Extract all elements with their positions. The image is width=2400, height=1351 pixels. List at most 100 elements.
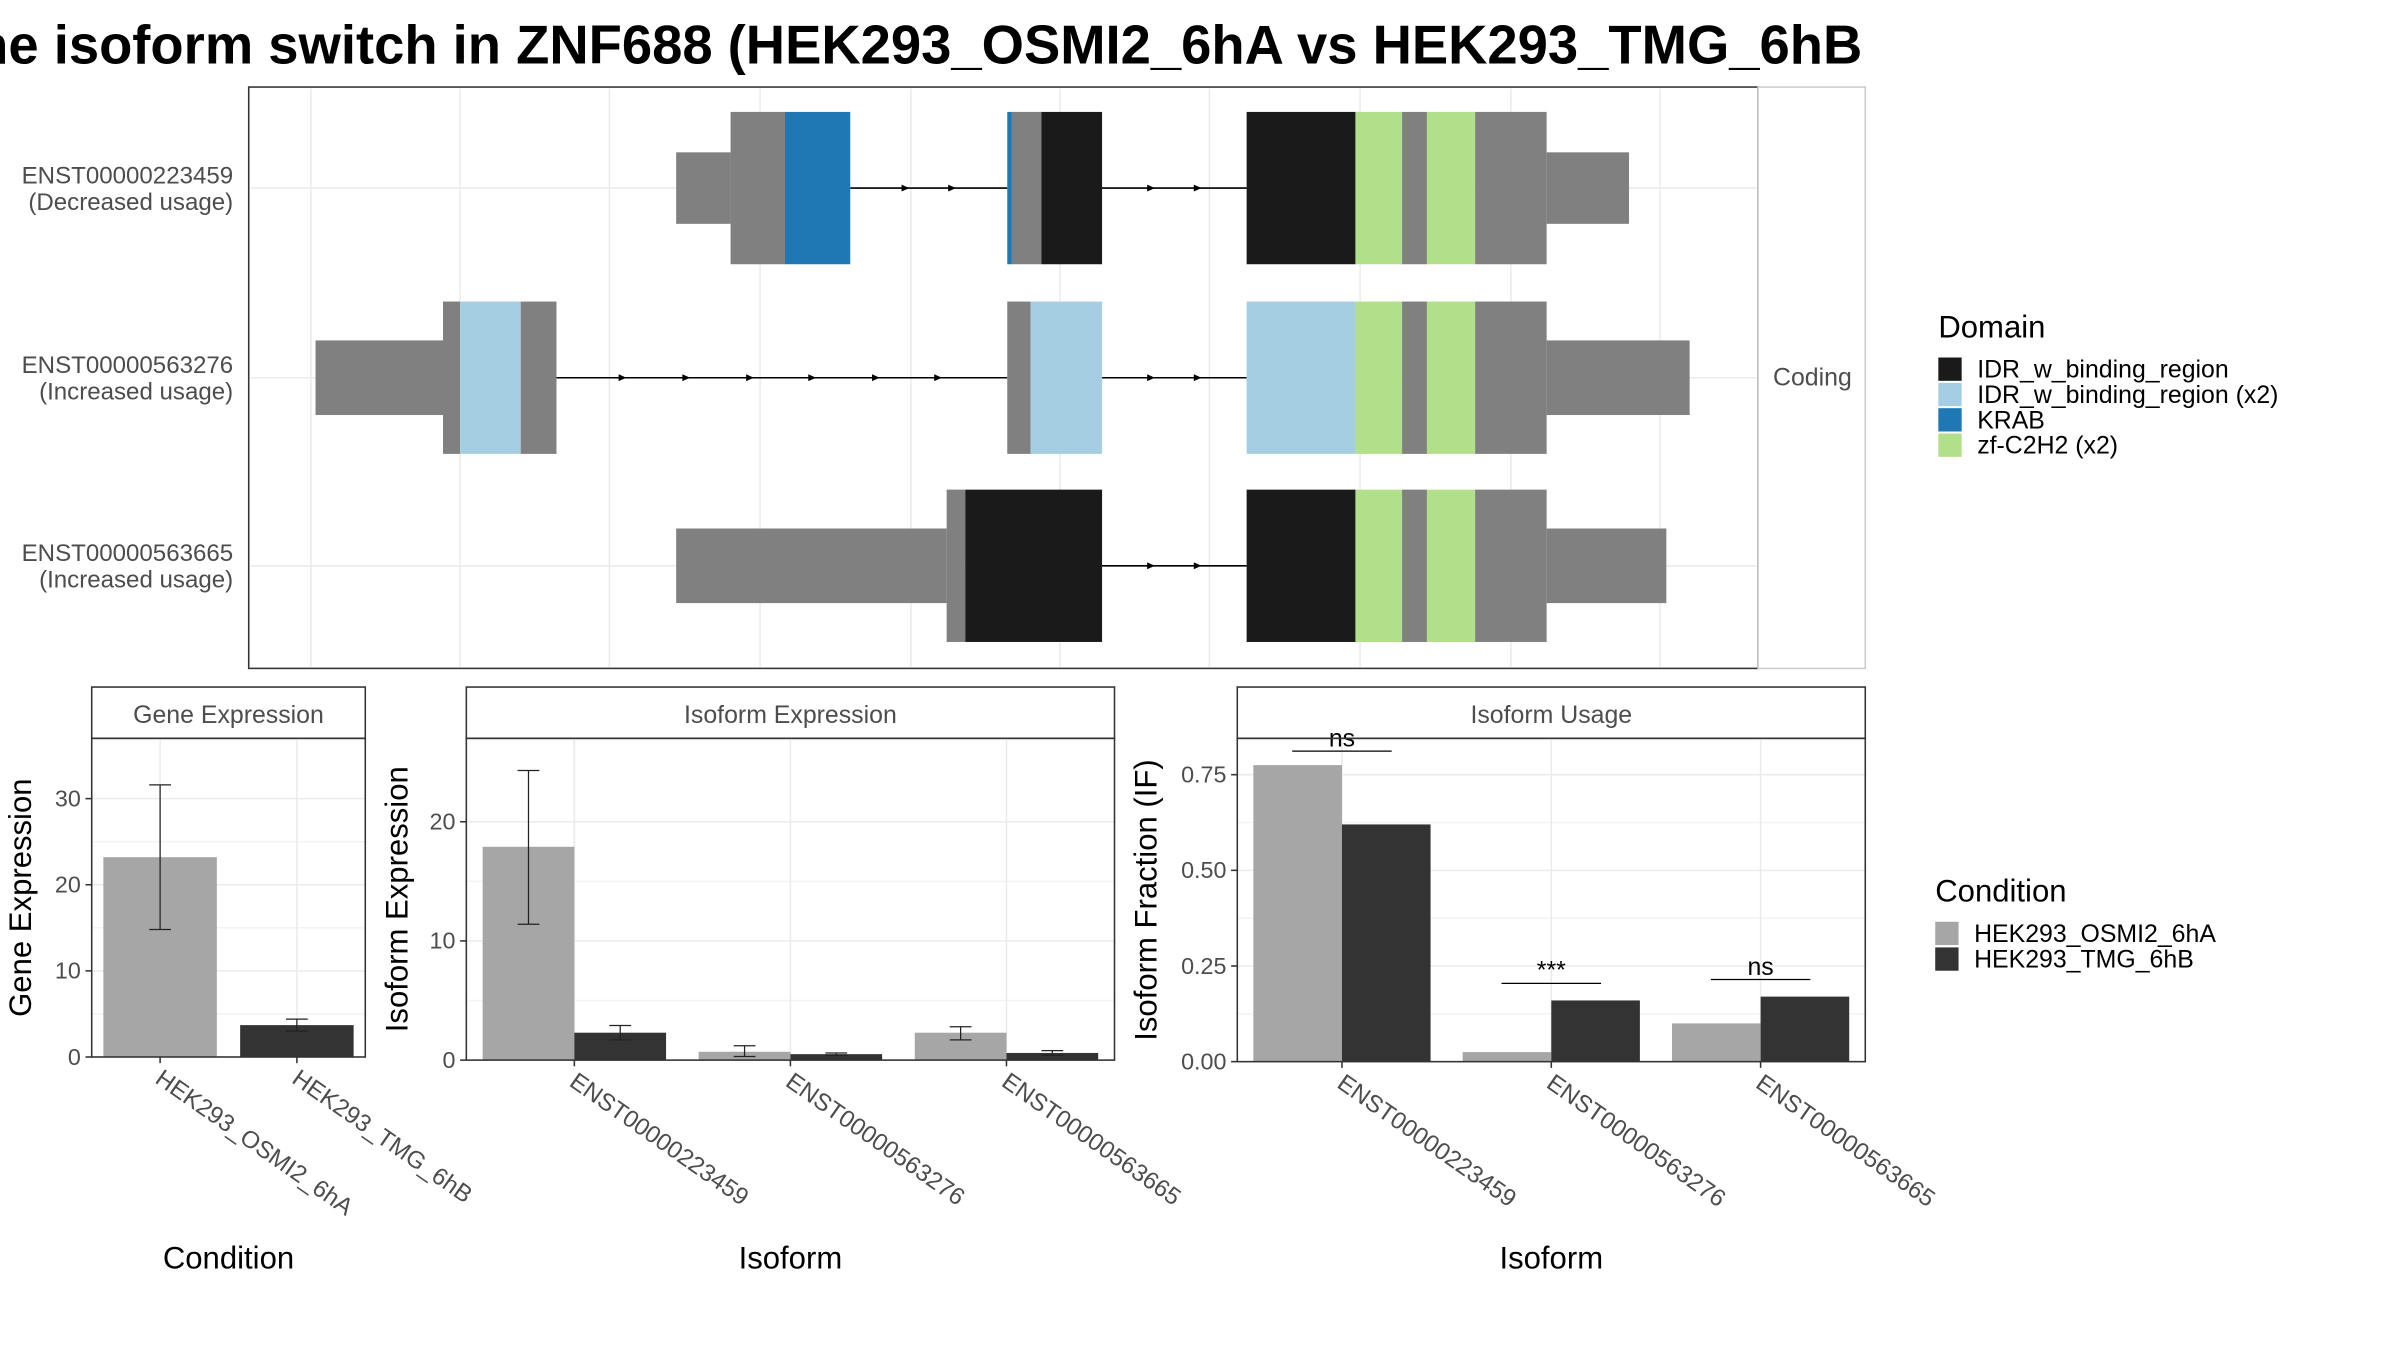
bar	[1462, 1052, 1552, 1062]
intron-arrow	[1193, 374, 1202, 382]
intron-arrow	[682, 374, 691, 382]
exon-block	[1007, 111, 1012, 265]
intron-arrow	[808, 374, 817, 382]
exon-block	[1246, 489, 1356, 642]
exon-block	[1402, 111, 1427, 265]
y-tick-label: 10	[55, 958, 81, 984]
exon-block	[520, 301, 557, 454]
exon-block	[1426, 489, 1476, 642]
isoform-id-label: ENST00000563665	[22, 540, 234, 567]
exon-block	[1546, 528, 1667, 604]
exon-block	[1402, 489, 1427, 642]
x-tick-label: ENST00000563276	[1542, 1069, 1731, 1212]
structure-isoform-labels: ENST00000223459(Decreased usage) ENST0000…	[22, 162, 234, 593]
domain-legend-swatch	[1938, 357, 1962, 381]
exon-block	[965, 489, 1103, 642]
x-axis-title: Isoform	[1499, 1240, 1603, 1275]
y-tick-label: 10	[430, 928, 456, 954]
y-tick-label: 0.75	[1181, 761, 1226, 787]
exon-block	[1041, 111, 1103, 265]
isoform-usage-label: (Increased usage)	[39, 567, 233, 594]
coding-strip	[1757, 86, 1867, 670]
exon-block	[1355, 301, 1403, 454]
intron-arrow	[901, 184, 910, 192]
y-axis-title: Isoform Expression	[379, 766, 414, 1032]
exon-block	[1426, 301, 1476, 454]
isoform-id-label: ENST00000223459	[22, 162, 234, 189]
panel-strip-label: Isoform Expression	[684, 701, 897, 729]
exon-block	[1007, 301, 1031, 454]
intron-arrow	[1147, 184, 1155, 192]
intron-arrow	[746, 374, 754, 382]
intron-arrow	[872, 374, 880, 382]
coding-strip-label: Coding	[1773, 363, 1852, 391]
y-tick-label: 0	[442, 1047, 455, 1073]
intron-arrow	[618, 374, 627, 382]
exon-block	[1246, 111, 1356, 265]
bar	[1672, 1023, 1761, 1062]
bar	[1551, 1000, 1640, 1062]
panel-frame	[1236, 737, 1867, 1063]
y-tick-label: 30	[55, 785, 81, 811]
x-tick-label: ENST00000563665	[997, 1068, 1186, 1211]
panel-strip	[1236, 686, 1867, 740]
bar	[790, 1054, 883, 1061]
domain-legend-label: zf-C2H2 (x2)	[1977, 432, 2118, 460]
exon-block	[1426, 111, 1476, 265]
intron-arrow	[1193, 562, 1202, 570]
significance-label: ***	[1537, 957, 1566, 985]
exon-block	[1011, 111, 1042, 265]
x-tick-label: ENST00000223459	[1332, 1069, 1521, 1212]
domain-legend-swatch	[1938, 408, 1962, 432]
y-tick-label: 0	[68, 1044, 81, 1070]
domain-legend-label: KRAB	[1977, 406, 2045, 434]
condition-legend-label: HEK293_OSMI2_6hA	[1974, 920, 2216, 948]
exon-block	[1475, 111, 1547, 265]
panel-strip-label: Isoform Usage	[1470, 701, 1632, 729]
exon-block	[1546, 340, 1690, 416]
domain-legend-label: IDR_w_binding_region	[1977, 356, 2229, 384]
y-tick-label: 0.25	[1181, 953, 1226, 979]
x-axis-title: Isoform	[739, 1240, 843, 1275]
exon-block	[946, 489, 966, 642]
y-axis-title: Isoform Fraction (IF)	[1128, 759, 1163, 1040]
domain-legend: Domain IDR_w_binding_regionIDR_w_binding…	[1938, 309, 2278, 460]
exon-block	[1355, 111, 1403, 265]
panel-frame	[90, 737, 367, 1058]
intron-arrow	[1193, 184, 1202, 192]
panel-strip	[465, 686, 1116, 740]
isoform-usage-label: (Increased usage)	[39, 378, 233, 405]
panel-strip-label: Gene Expression	[133, 701, 324, 729]
condition-legend-swatch	[1935, 947, 1959, 971]
condition-legend-swatch	[1935, 921, 1959, 946]
bar	[1760, 996, 1850, 1062]
isoform-expression-panel: Isoform Expression 0 10 20 ENST00000223459 EN…	[379, 686, 1186, 1275]
exon-block	[1246, 301, 1356, 454]
y-axis-title: Gene Expression	[3, 778, 38, 1016]
exon-block	[1475, 301, 1547, 454]
domain-legend-title: Domain	[1938, 309, 2045, 344]
exon-block	[784, 111, 851, 265]
isoform-id-label: ENST00000563276	[22, 352, 234, 379]
exon-block	[460, 301, 521, 454]
figure-title: he isoform switch in ZNF688 (HEK293_OSMI…	[0, 15, 1862, 76]
exon-block	[730, 111, 785, 265]
y-tick-label: 20	[430, 809, 456, 835]
x-tick-label: ENST00000223459	[565, 1068, 754, 1211]
significance-label: ns	[1747, 953, 1773, 981]
structure-marks	[315, 111, 1690, 642]
panel-strip	[90, 686, 367, 740]
x-axis-title: Condition	[163, 1240, 294, 1275]
condition-legend-title: Condition	[1935, 874, 2066, 909]
intron-arrow	[1147, 374, 1155, 382]
exon-block	[676, 152, 731, 224]
exon-block	[1355, 489, 1403, 642]
exon-block	[676, 528, 947, 604]
domain-legend-swatch	[1938, 433, 1962, 457]
exon-block	[315, 340, 444, 416]
bar	[1341, 824, 1431, 1062]
exon-block	[1030, 301, 1103, 454]
